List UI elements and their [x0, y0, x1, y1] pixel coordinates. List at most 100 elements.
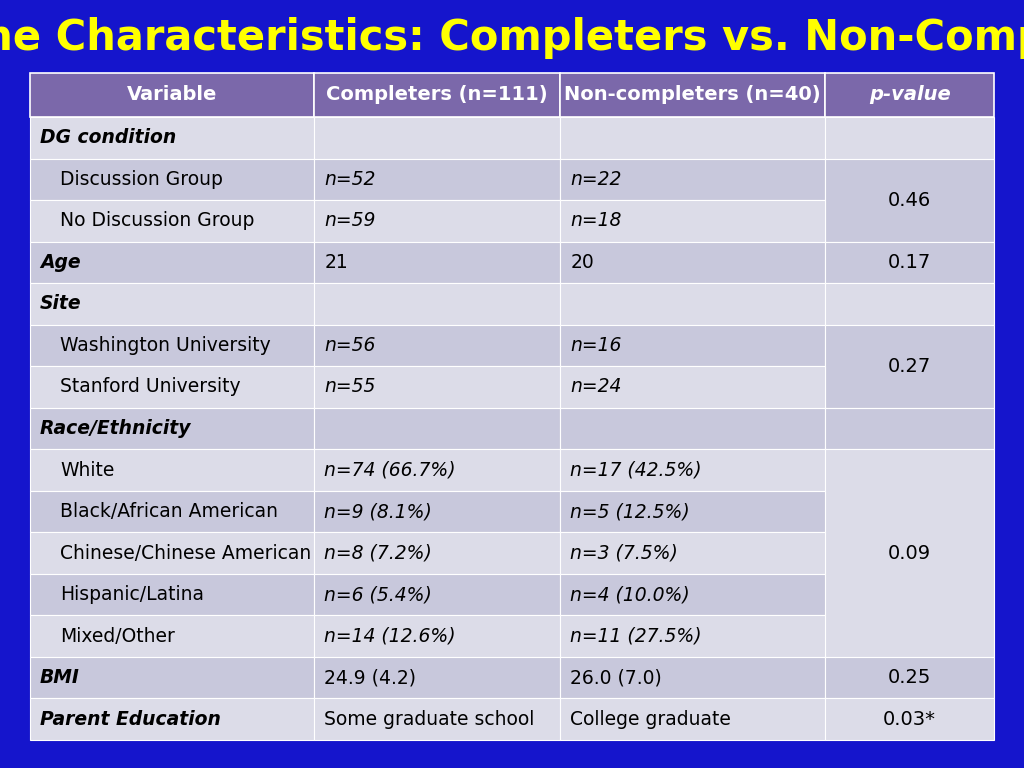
Bar	[560, 657, 825, 698]
Bar	[30, 325, 314, 366]
Text: 0.17: 0.17	[888, 253, 931, 272]
Text: Parent Education: Parent Education	[40, 710, 221, 729]
Text: 0.03*: 0.03*	[883, 710, 936, 729]
Bar	[314, 73, 560, 117]
Text: Stanford University: Stanford University	[60, 377, 241, 396]
Bar	[560, 283, 825, 325]
Text: Chinese/Chinese American: Chinese/Chinese American	[60, 544, 311, 563]
Text: No Discussion Group: No Discussion Group	[60, 211, 254, 230]
Text: n=6 (5.4%): n=6 (5.4%)	[325, 585, 432, 604]
Text: Completers (n=111): Completers (n=111)	[327, 85, 548, 104]
Bar	[314, 657, 560, 698]
Text: 0.25: 0.25	[888, 668, 932, 687]
Text: Black/African American: Black/African American	[60, 502, 278, 521]
Bar	[30, 242, 314, 283]
Text: n=59: n=59	[325, 211, 376, 230]
Text: n=11 (27.5%): n=11 (27.5%)	[570, 627, 701, 646]
Text: Non-completers (n=40): Non-completers (n=40)	[564, 85, 821, 104]
Bar	[30, 698, 314, 740]
Bar	[314, 574, 560, 615]
Text: BMI: BMI	[40, 668, 80, 687]
Text: n=5 (12.5%): n=5 (12.5%)	[570, 502, 690, 521]
Text: n=18: n=18	[570, 211, 622, 230]
Bar	[30, 366, 314, 408]
Text: Variable: Variable	[127, 85, 217, 104]
Bar	[560, 200, 825, 242]
Text: 21: 21	[325, 253, 348, 272]
Bar	[825, 657, 994, 698]
Bar	[560, 698, 825, 740]
Text: 0.46: 0.46	[888, 190, 931, 210]
Bar	[314, 366, 560, 408]
Bar	[560, 158, 825, 200]
Text: n=22: n=22	[570, 170, 622, 189]
Bar	[30, 200, 314, 242]
Text: Age: Age	[40, 253, 81, 272]
Bar	[314, 449, 560, 491]
Bar	[314, 615, 560, 657]
Bar	[825, 698, 994, 740]
Bar	[314, 491, 560, 532]
Bar	[314, 242, 560, 283]
Text: n=8 (7.2%): n=8 (7.2%)	[325, 544, 432, 563]
Bar	[30, 408, 314, 449]
Bar	[30, 491, 314, 532]
Bar	[825, 73, 994, 117]
Text: n=24: n=24	[570, 377, 622, 396]
Bar	[825, 325, 994, 408]
Text: White: White	[60, 461, 115, 479]
Bar	[314, 698, 560, 740]
Text: Hispanic/Latina: Hispanic/Latina	[60, 585, 204, 604]
Text: n=16: n=16	[570, 336, 622, 355]
Text: Some graduate school: Some graduate school	[325, 710, 535, 729]
Bar	[314, 325, 560, 366]
Text: 26.0 (7.0): 26.0 (7.0)	[570, 668, 662, 687]
Text: n=52: n=52	[325, 170, 376, 189]
Text: n=4 (10.0%): n=4 (10.0%)	[570, 585, 690, 604]
Text: 20: 20	[570, 253, 594, 272]
Bar	[30, 615, 314, 657]
Bar	[30, 158, 314, 200]
Text: Discussion Group: Discussion Group	[60, 170, 223, 189]
Bar	[560, 117, 825, 158]
Bar	[825, 449, 994, 657]
Text: Washington University: Washington University	[60, 336, 270, 355]
Bar	[560, 366, 825, 408]
Text: DG condition: DG condition	[40, 128, 176, 147]
Text: Race/Ethnicity: Race/Ethnicity	[40, 419, 191, 438]
Bar	[560, 449, 825, 491]
Bar	[825, 283, 994, 325]
Bar	[314, 158, 560, 200]
Bar	[314, 532, 560, 574]
Bar	[314, 200, 560, 242]
Bar	[30, 657, 314, 698]
Bar	[560, 408, 825, 449]
Text: Baseline Characteristics: Completers vs. Non-Completers: Baseline Characteristics: Completers vs.…	[0, 17, 1024, 59]
Bar	[30, 449, 314, 491]
Text: 0.09: 0.09	[888, 544, 931, 563]
Bar	[560, 532, 825, 574]
Text: College graduate: College graduate	[570, 710, 731, 729]
Text: n=14 (12.6%): n=14 (12.6%)	[325, 627, 456, 646]
Text: 0.27: 0.27	[888, 356, 931, 376]
Text: 24.9 (4.2): 24.9 (4.2)	[325, 668, 417, 687]
Bar	[30, 283, 314, 325]
Bar	[560, 574, 825, 615]
Bar	[560, 325, 825, 366]
Bar	[560, 242, 825, 283]
Text: n=17 (42.5%): n=17 (42.5%)	[570, 461, 701, 479]
Bar	[314, 117, 560, 158]
Text: n=55: n=55	[325, 377, 376, 396]
Bar	[825, 408, 994, 449]
Bar	[314, 283, 560, 325]
Text: p-value: p-value	[868, 85, 950, 104]
Bar	[825, 158, 994, 242]
Bar	[825, 242, 994, 283]
Bar	[30, 574, 314, 615]
Text: Site: Site	[40, 294, 82, 313]
Bar	[560, 491, 825, 532]
Bar	[560, 615, 825, 657]
Bar	[314, 408, 560, 449]
Text: n=74 (66.7%): n=74 (66.7%)	[325, 461, 456, 479]
Bar	[30, 117, 314, 158]
